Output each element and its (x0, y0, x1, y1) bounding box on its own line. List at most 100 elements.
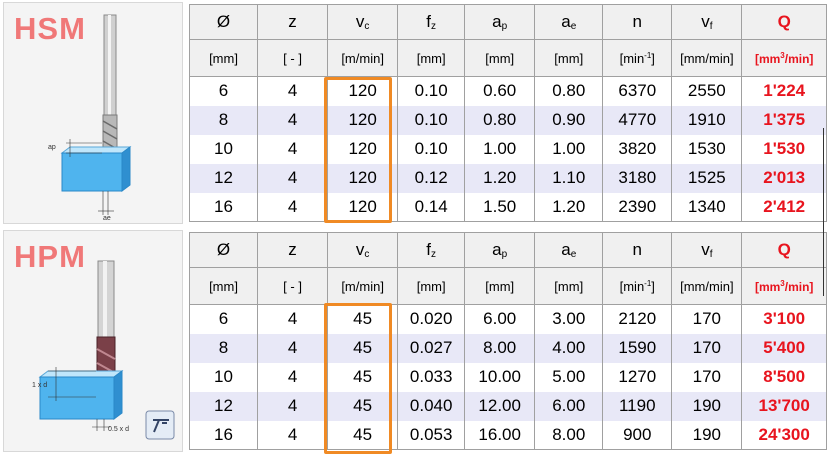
n-cell: 2120 (602, 304, 673, 334)
z-cell: 4 (257, 105, 329, 135)
n-cell: 3180 (602, 163, 673, 193)
diameter-cell: 6 (188, 304, 259, 334)
unit-ap: [mm] (464, 267, 536, 305)
unit-vf: [mm/min] (671, 39, 743, 77)
hpm-header-symbols: Ø z vc fz ap ae n vf Q (188, 232, 827, 268)
table-row: 8 4 120 0.10 0.80 0.90 4770 1910 1'375 (188, 105, 827, 135)
unit-n: [min-1] (602, 39, 673, 77)
vf-cell: 170 (671, 333, 743, 363)
n-cell: 4770 (602, 105, 673, 135)
vf-cell: 1910 (671, 105, 743, 135)
col-n: n (602, 232, 673, 268)
ae-cell: 0.90 (534, 105, 604, 135)
hpm-label: HPM (14, 239, 86, 274)
ae-cell: 0.80 (534, 76, 604, 106)
diameter-cell: 6 (188, 76, 259, 106)
ap-cell: 0.60 (464, 76, 536, 106)
width-dimension-label: 0.5 x d (108, 426, 129, 433)
hpm-header-units: [mm] [ - ] [m/min] [mm] [mm] [mm] [min-1… (188, 267, 827, 305)
q-cell: 24'300 (741, 420, 827, 450)
col-ae: ae (534, 232, 604, 268)
col-fz: fz (397, 232, 466, 268)
q-cell: 1'530 (741, 134, 827, 164)
unit-diameter: [mm] (188, 39, 259, 77)
vf-cell: 2550 (671, 76, 743, 106)
col-n: n (602, 4, 673, 40)
n-cell: 1590 (602, 333, 673, 363)
unit-fz: [mm] (397, 39, 466, 77)
vf-cell: 1340 (671, 192, 743, 222)
ae-cell: 8.00 (534, 420, 604, 450)
diameter-cell: 8 (188, 105, 259, 135)
col-q: Q (741, 232, 827, 268)
col-ap: ap (464, 4, 536, 40)
z-cell: 4 (257, 362, 329, 392)
diameter-cell: 8 (188, 333, 259, 363)
vf-cell: 1525 (671, 163, 743, 193)
ae-cell: 6.00 (534, 391, 604, 421)
diameter-cell: 12 (188, 163, 259, 193)
unit-ae: [mm] (534, 39, 604, 77)
vc-cell: 120 (327, 105, 399, 135)
q-cell: 3'100 (741, 304, 827, 334)
ap-cell: 6.00 (464, 304, 536, 334)
z-cell: 4 (257, 391, 329, 421)
vf-cell: 190 (671, 391, 743, 421)
hsm-label: HSM (14, 11, 86, 46)
ap-dimension-label: ap (48, 144, 56, 151)
col-vf: vf (671, 232, 743, 268)
hsm-header-symbols: Ø z vc fz ap ae n vf Q (188, 4, 827, 40)
unit-diameter: [mm] (188, 267, 259, 305)
n-cell: 2390 (602, 192, 673, 222)
fz-cell: 0.10 (397, 76, 466, 106)
ae-cell: 1.10 (534, 163, 604, 193)
q-cell: 2'013 (741, 163, 827, 193)
diameter-cell: 10 (188, 134, 259, 164)
z-cell: 4 (257, 134, 329, 164)
ae-dimension-label: ae (103, 215, 111, 222)
table-row: 12 4 45 0.040 12.00 6.00 1190 190 13'700 (188, 391, 827, 421)
ae-cell: 3.00 (534, 304, 604, 334)
unit-vf: [mm/min] (671, 267, 743, 305)
ap-cell: 0.80 (464, 105, 536, 135)
diameter-cell: 12 (188, 391, 259, 421)
z-cell: 4 (257, 420, 329, 450)
fz-cell: 0.027 (397, 333, 466, 363)
hsm-cutting-data-table: Ø z vc fz ap ae n vf Q [mm] [ - ] [m/min… (188, 4, 827, 222)
table-row: 6 4 45 0.020 6.00 3.00 2120 170 3'100 (188, 304, 827, 334)
unit-q: [mm3/min] (741, 267, 827, 305)
vc-cell: 45 (327, 304, 399, 334)
vc-cell: 45 (327, 391, 399, 421)
col-vf: vf (671, 4, 743, 40)
table-row: 8 4 45 0.027 8.00 4.00 1590 170 5'400 (188, 333, 827, 363)
unit-z: [ - ] (257, 39, 329, 77)
fz-cell: 0.020 (397, 304, 466, 334)
unit-vc: [m/min] (327, 267, 399, 305)
vf-cell: 170 (671, 362, 743, 392)
vc-cell: 120 (327, 76, 399, 106)
col-ap: ap (464, 232, 536, 268)
ae-cell: 5.00 (534, 362, 604, 392)
fz-cell: 0.12 (397, 163, 466, 193)
fz-cell: 0.10 (397, 134, 466, 164)
n-cell: 3820 (602, 134, 673, 164)
col-z: z (257, 4, 329, 40)
vc-cell: 45 (327, 420, 399, 450)
hpm-cutting-data-table: Ø z vc fz ap ae n vf Q [mm] [ - ] [m/min… (188, 232, 827, 450)
n-cell: 1190 (602, 391, 673, 421)
col-diameter: Ø (188, 4, 259, 40)
hsm-tool-panel: HSM ap ae (3, 2, 183, 224)
hsm-tool-illustration: ap ae (48, 14, 132, 222)
diameter-cell: 10 (188, 362, 259, 392)
col-fz: fz (397, 4, 466, 40)
z-cell: 4 (257, 192, 329, 222)
z-cell: 4 (257, 76, 329, 106)
q-cell: 2'412 (741, 192, 827, 222)
col-vc: vc (327, 232, 399, 268)
vc-cell: 45 (327, 333, 399, 363)
unit-vc: [m/min] (327, 39, 399, 77)
vc-cell: 120 (327, 163, 399, 193)
unit-n: [min-1] (602, 267, 673, 305)
depth-dimension-label: 1 x d (32, 382, 47, 389)
fz-cell: 0.14 (397, 192, 466, 222)
